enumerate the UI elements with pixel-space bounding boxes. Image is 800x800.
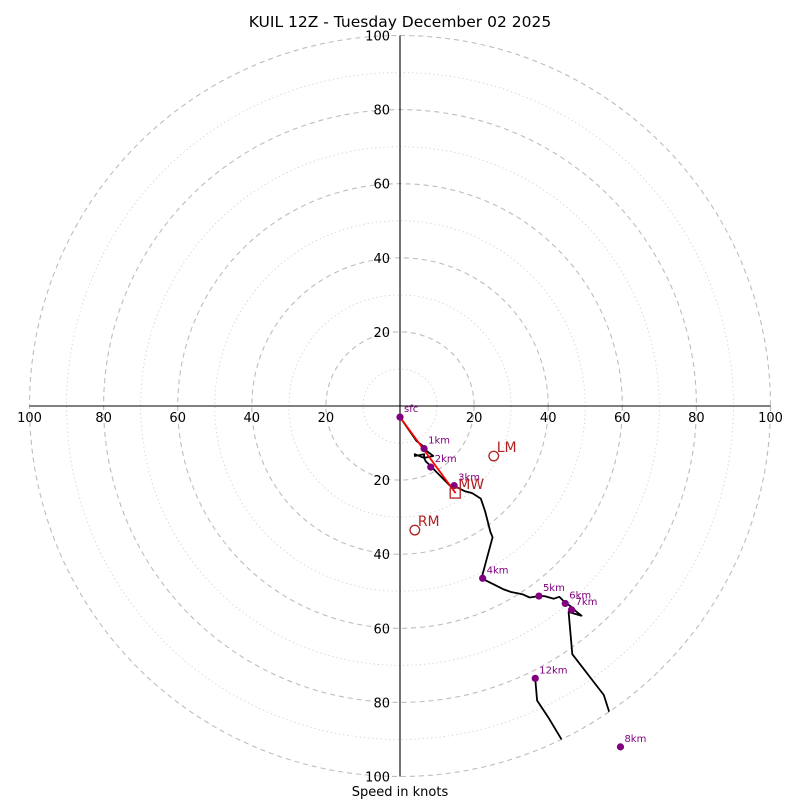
level-marker-6km bbox=[561, 599, 569, 608]
storm-motion-label-mw: MW bbox=[458, 477, 484, 493]
level-label-1km: 1km bbox=[428, 436, 450, 447]
y-tick-label: 20 bbox=[373, 474, 390, 489]
x-tick-label: 80 bbox=[95, 411, 112, 426]
x-tick-label: 100 bbox=[17, 411, 42, 426]
chart-title: KUIL 12Z - Tuesday December 02 2025 bbox=[249, 13, 551, 31]
storm-motion-markers: LM MW RM bbox=[409, 440, 517, 536]
y-tick-label: 80 bbox=[373, 104, 390, 119]
level-label-2km: 2km bbox=[435, 454, 457, 465]
level-marker-1km bbox=[420, 445, 428, 453]
axes bbox=[29, 35, 771, 777]
level-label-8km: 8km bbox=[624, 734, 646, 745]
level-label-5km: 5km bbox=[543, 583, 565, 594]
y-tick-label: 100 bbox=[365, 30, 390, 45]
y-tick-label: 100 bbox=[365, 771, 390, 786]
level-label-4km: 4km bbox=[487, 565, 509, 576]
storm-motion-marker-lm bbox=[488, 450, 500, 462]
level-marker-8km bbox=[616, 743, 625, 751]
x-tick-label: 80 bbox=[688, 411, 705, 426]
x-tick-label: 40 bbox=[244, 411, 261, 426]
x-tick-label: 20 bbox=[318, 411, 335, 426]
x-tick-label: 60 bbox=[614, 411, 631, 426]
level-label-6km: 6km bbox=[569, 590, 591, 601]
y-tick-label: 40 bbox=[373, 548, 390, 563]
x-tick-label: 60 bbox=[169, 411, 186, 426]
level-marker-4km bbox=[479, 574, 487, 582]
storm-motion-label-rm: RM bbox=[418, 514, 440, 530]
y-tick-label: 40 bbox=[373, 252, 390, 267]
level-label-3km: 3km bbox=[458, 473, 480, 484]
storm-motion-label-lm: LM bbox=[497, 440, 517, 456]
y-tick-label: 60 bbox=[373, 178, 390, 193]
x-axis-label: Speed in knots bbox=[352, 785, 449, 800]
y-tick-label: 20 bbox=[373, 326, 390, 341]
level-marker-5km bbox=[535, 592, 543, 600]
low-level-shear-line bbox=[399, 416, 457, 494]
x-tick-label: 40 bbox=[540, 411, 557, 426]
level-label-12km: 12km bbox=[539, 665, 567, 676]
upper-wind-trace-line bbox=[534, 678, 583, 777]
y-tick-label: 60 bbox=[373, 622, 390, 637]
level-label-7km: 7km bbox=[576, 597, 598, 608]
level-marker-sfc bbox=[396, 413, 404, 421]
level-label-sfc: sfc bbox=[404, 404, 418, 415]
x-tick-label: 100 bbox=[758, 411, 783, 426]
level-marker-7km bbox=[567, 606, 576, 614]
storm-motion-marker-rm bbox=[409, 524, 421, 536]
tick-labels: 100 80 60 40 20 20 40 60 80 100 100 80 60 40 20 20 40 60 8… bbox=[17, 30, 783, 786]
x-tick-label: 20 bbox=[466, 411, 483, 426]
level-marker-12km bbox=[531, 674, 539, 682]
level-marker-2km bbox=[427, 463, 435, 471]
storm-motion-marker-mw bbox=[449, 487, 461, 499]
y-tick-label: 80 bbox=[373, 696, 390, 711]
